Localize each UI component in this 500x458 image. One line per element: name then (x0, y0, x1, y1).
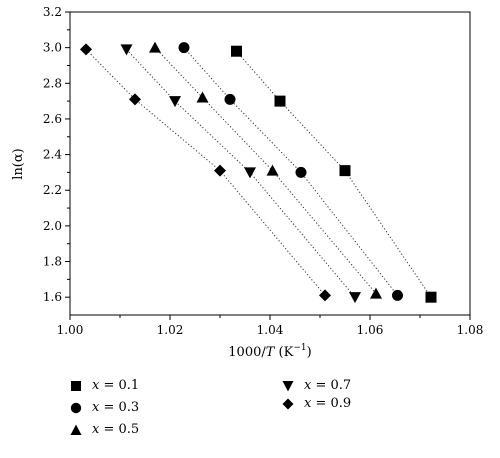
y-tick-label: 1.6 (43, 290, 62, 304)
triangle-down-marker (120, 44, 133, 56)
triangle-up-marker-icon (70, 424, 82, 435)
x-tick-label: 1.06 (357, 323, 384, 337)
triangle-up-marker (266, 164, 279, 176)
circle-marker (178, 42, 190, 54)
legend-item-x-0-5: x = 0.5 (70, 422, 139, 437)
triangle-up-marker (370, 287, 382, 299)
triangle-up-marker (149, 41, 161, 53)
circle-marker (392, 289, 403, 301)
square-marker (425, 291, 437, 303)
diamond-marker (80, 43, 92, 56)
y-tick-label: 3.0 (43, 41, 62, 55)
circle-marker (295, 166, 307, 178)
y-tick-label: 2.0 (43, 219, 62, 233)
series-line-3 (126, 49, 356, 298)
chart: 1.00 1.02 1.04 1.06 1.08 1.6 1.8 2.0 2.2 2.4 2.6 2… (11, 5, 484, 360)
square-marker (274, 95, 286, 107)
y-tick-label: 2.8 (43, 76, 62, 90)
x-tick-label: 1.08 (457, 323, 484, 337)
triangle-up-marker (196, 91, 209, 103)
y-axis: 1.6 1.8 2.0 2.2 2.4 2.6 2.8 3.0 3.2 (43, 5, 70, 304)
legend-item-x-0-1: x = 0.1 (70, 378, 139, 393)
diamond-marker (129, 93, 141, 106)
square-marker (231, 45, 242, 57)
y-axis-label: ln(α) (11, 148, 26, 179)
y-tick-label: 2.4 (43, 148, 62, 162)
series-line-0 (236, 50, 432, 298)
x-tick-label: 1.02 (157, 323, 184, 337)
legend-item-x-0-7: x = 0.7 (282, 378, 351, 393)
x-axis-label: 1000/T (K−1) (228, 343, 311, 360)
series-line-2 (154, 47, 377, 294)
circle-marker-icon (70, 402, 82, 413)
square-marker-icon (71, 380, 81, 391)
diamond-marker (214, 164, 226, 177)
legend-item-x-0-3: x = 0.3 (70, 400, 139, 415)
x-tick-label: 1.04 (257, 323, 284, 337)
fit-lines (85, 47, 432, 298)
diamond-marker (319, 289, 331, 302)
diamond-marker-icon (282, 398, 294, 409)
triangle-down-marker-icon (282, 380, 294, 391)
triangle-down-marker (349, 292, 361, 304)
legend: x = 0.1 x = 0.3 x = 0.5 x = 0.7 x = 0.9 (70, 378, 470, 448)
legend-item-x-0-9: x = 0.9 (282, 396, 351, 411)
x-tick-label: 1.00 (57, 323, 84, 337)
x-axis: 1.00 1.02 1.04 1.06 1.08 (57, 315, 484, 337)
series-line-1 (183, 47, 398, 296)
y-tick-label: 2.6 (43, 112, 62, 126)
triangle-down-marker (169, 96, 181, 108)
y-tick-label: 1.8 (43, 255, 62, 269)
data-points (80, 41, 437, 304)
plot-frame (69, 11, 471, 316)
y-tick-label: 2.2 (43, 183, 62, 197)
triangle-down-marker (244, 167, 256, 179)
circle-marker (224, 93, 236, 105)
y-tick-label: 3.2 (43, 5, 62, 19)
square-marker (339, 165, 351, 177)
series-line-4 (85, 49, 326, 296)
